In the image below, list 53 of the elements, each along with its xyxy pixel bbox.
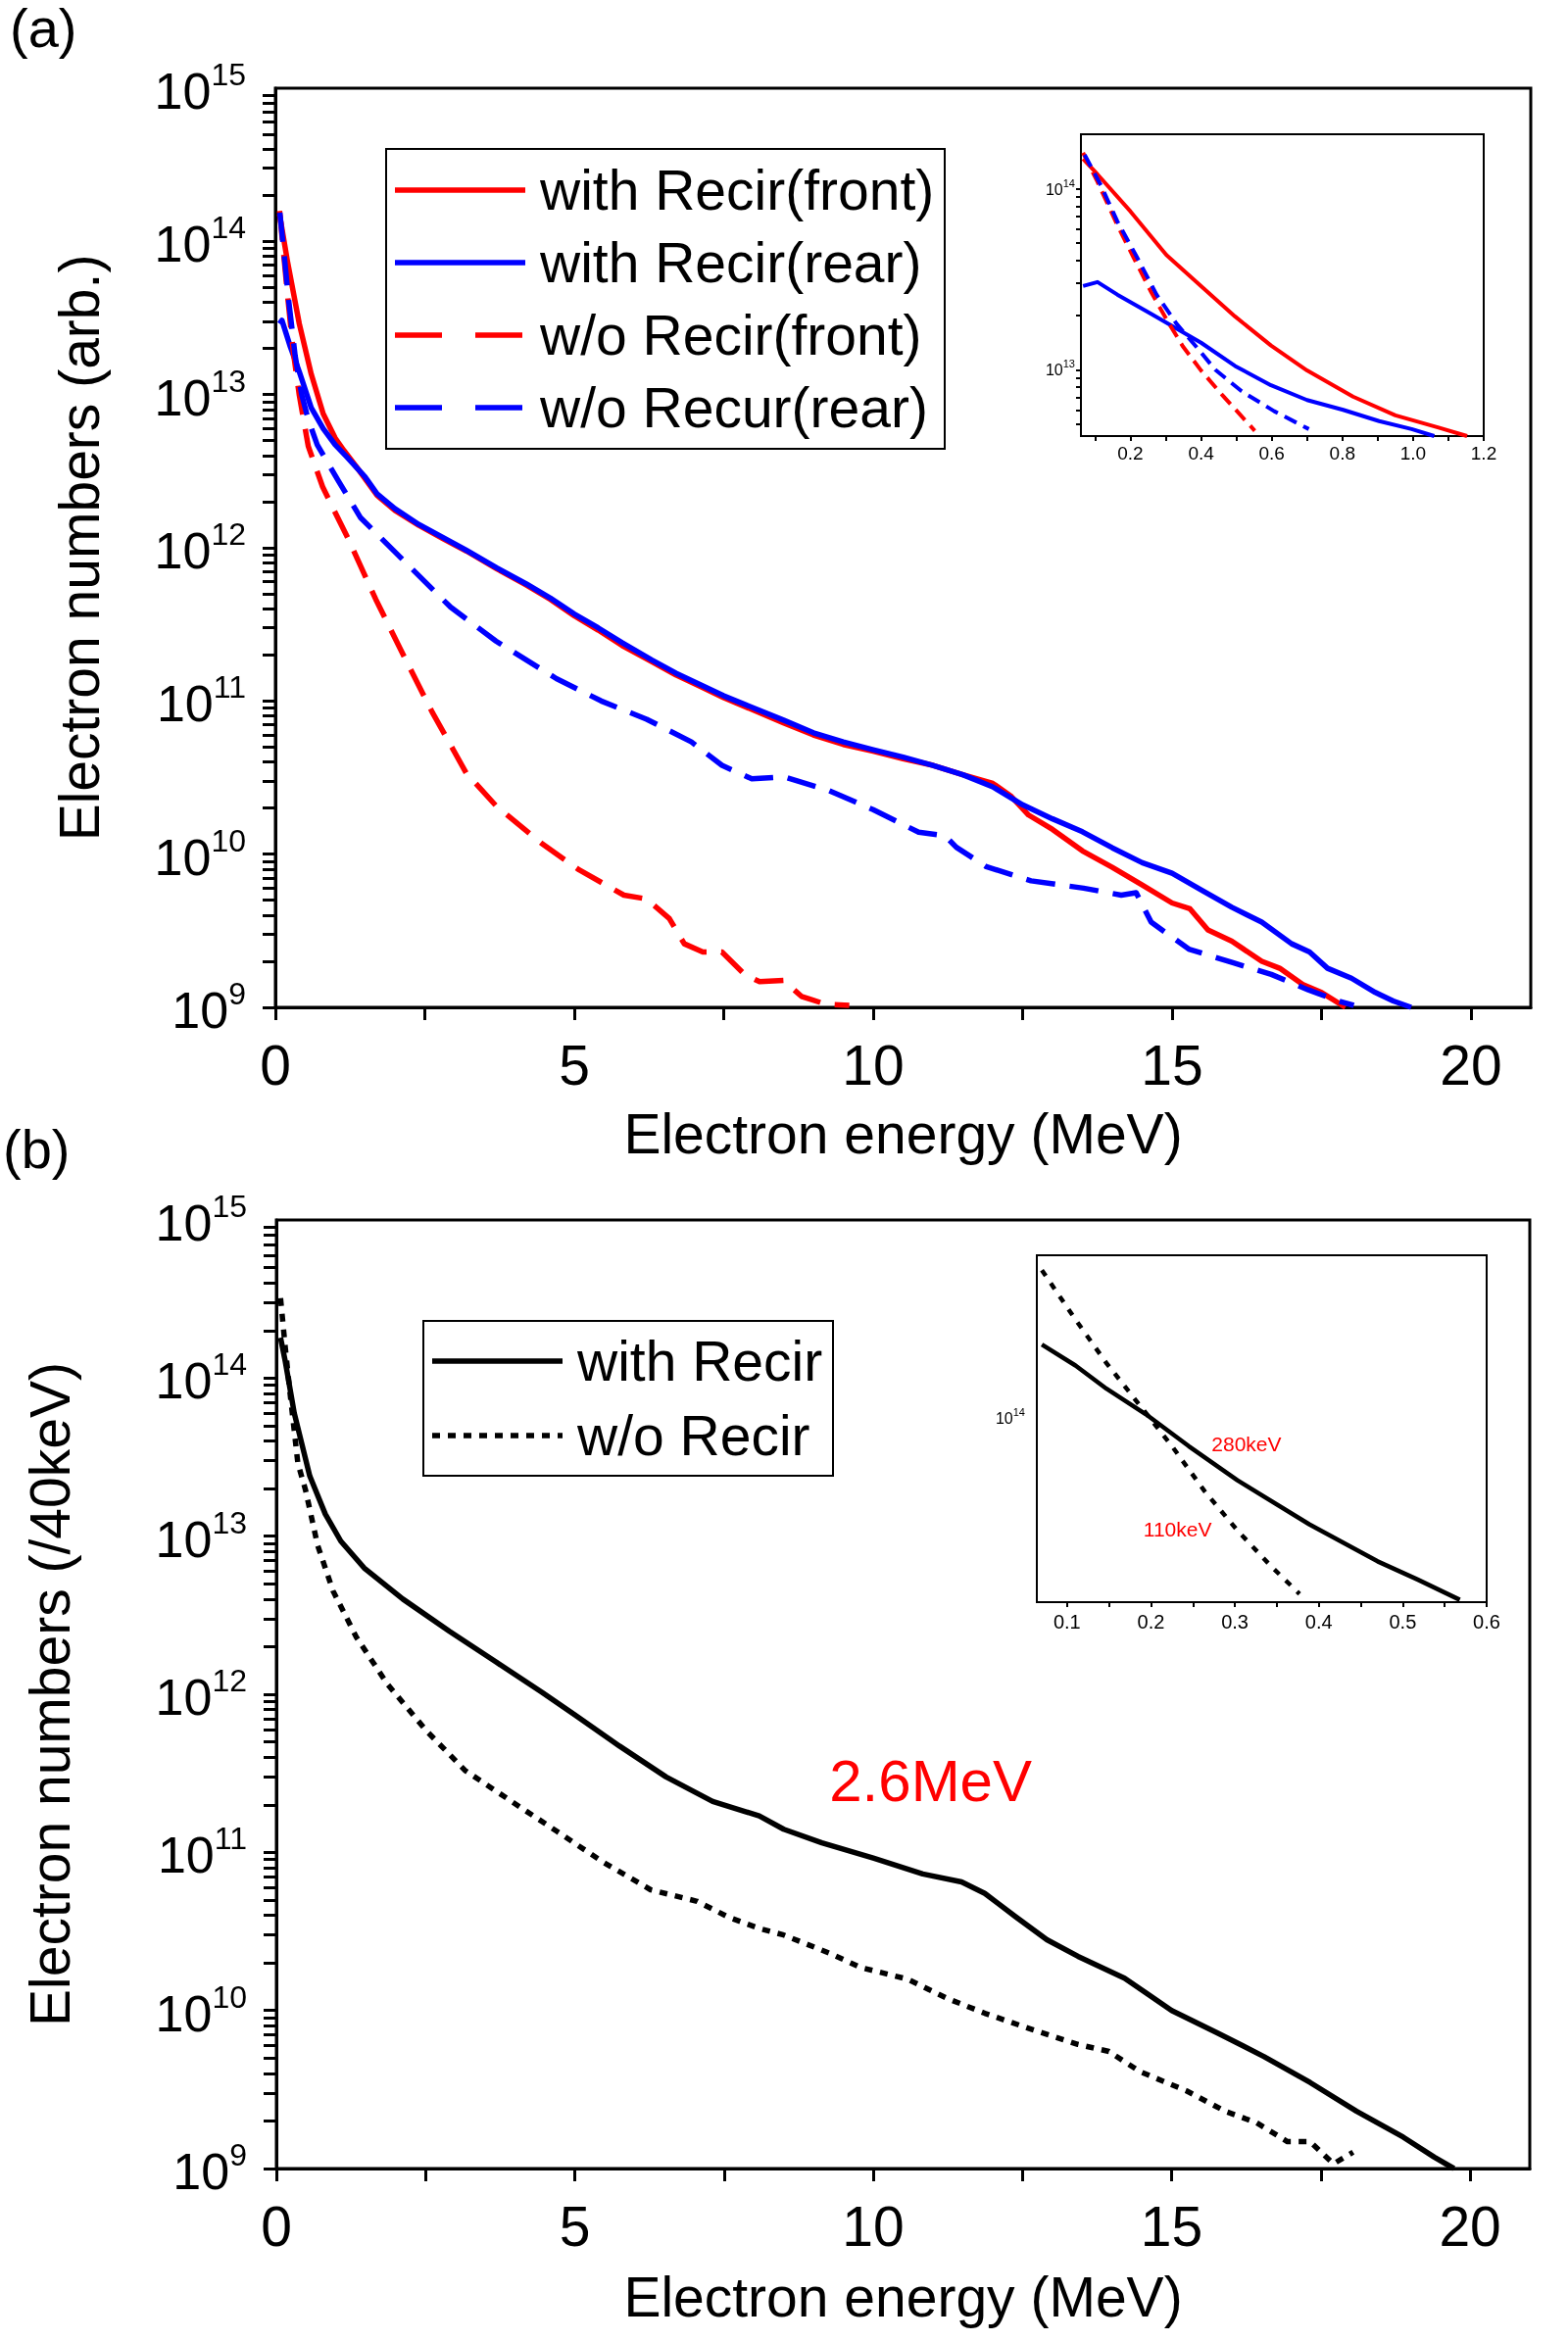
y-tick-label: 10$^{9}$	[172, 2137, 247, 2200]
x-tick-label: 0.6	[1258, 443, 1285, 463]
x-tick-label: 1.2	[1470, 443, 1497, 463]
x-tick-label: 0.2	[1137, 1611, 1165, 1633]
y-tick-label: 10$^{13}$	[1045, 358, 1075, 379]
x-tick-label: 0.4	[1188, 443, 1215, 463]
y-tick-label: 10$^{15}$	[154, 57, 246, 120]
x-tick-label: 20	[1439, 2194, 1501, 2258]
legend-label: with Recir	[577, 1329, 823, 1393]
annotation: 10$^{14}$	[995, 1406, 1025, 1428]
chart-title: (a)	[10, 0, 77, 59]
x-tick-label: 5	[559, 1033, 590, 1097]
x-tick-label: 0	[261, 2194, 292, 2258]
x-tick-label: 0	[260, 1033, 291, 1097]
x-axis-title: Electron energy (MeV)	[623, 1101, 1183, 1165]
y-tick-label: 10$^{15}$	[155, 1189, 247, 1251]
x-tick-label: 0.4	[1304, 1611, 1333, 1633]
x-tick-label: 10	[842, 1033, 905, 1097]
x-tick-label: 15	[1140, 2194, 1203, 2258]
x-tick-label: 20	[1440, 1033, 1502, 1097]
y-tick-label: 10$^{13}$	[155, 1504, 247, 1568]
x-tick-label: 5	[559, 2194, 591, 2258]
annotation: 280keV	[1211, 1432, 1282, 1455]
x-tick-label: 15	[1141, 1033, 1203, 1097]
legend-label: w/o Recir	[577, 1403, 810, 1468]
legend-label: w/o Recur(rear)	[540, 375, 928, 440]
annotation: 2.6MeV	[829, 1748, 1033, 1815]
y-tick-label: 10$^{10}$	[155, 1978, 247, 2042]
y-tick-label: 10$^{14}$	[154, 210, 246, 273]
x-tick-label: 0.5	[1389, 1611, 1417, 1633]
y-tick-label: 10$^{12}$	[155, 1663, 247, 1726]
y-tick-label: 10$^{14}$	[155, 1346, 247, 1410]
y-tick-label: 10$^{11}$	[156, 669, 246, 733]
y-tick-label: 10$^{11}$	[157, 1821, 247, 1884]
y-tick-label: 10$^{10}$	[154, 822, 246, 886]
y-tick-label: 10$^{13}$	[154, 363, 246, 426]
x-tick-label: 1.0	[1399, 443, 1427, 463]
annotation: 110keV	[1143, 1517, 1212, 1540]
y-tick-label: 10$^{9}$	[172, 976, 246, 1039]
legend-label: with Recir(rear)	[540, 230, 922, 295]
y-axis-title: Electron numbers (arb.)	[47, 254, 111, 842]
y-axis-title: Electron numbers (/40keV)	[18, 1362, 81, 2026]
x-tick-label: 0.3	[1221, 1611, 1249, 1633]
x-tick-label: 0.2	[1117, 443, 1144, 463]
y-tick-label: 10$^{12}$	[154, 516, 246, 579]
chart-title: (b)	[3, 1117, 71, 1180]
legend-label: with Recir(front)	[540, 158, 935, 222]
x-tick-label: 0.6	[1473, 1611, 1500, 1633]
x-tick-label: 10	[842, 2194, 905, 2258]
legend-label: w/o Recir(front)	[540, 303, 922, 367]
x-tick-label: 0.1	[1053, 1611, 1081, 1633]
x-axis-title: Electron energy (MeV)	[623, 2265, 1183, 2328]
x-tick-label: 0.8	[1329, 443, 1355, 463]
